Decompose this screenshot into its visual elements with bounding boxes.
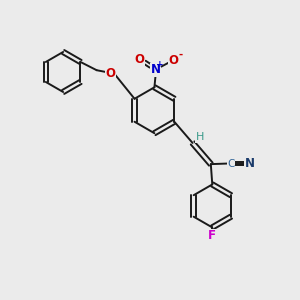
Text: F: F <box>208 229 216 242</box>
Text: O: O <box>135 53 145 66</box>
Text: O: O <box>169 54 178 67</box>
Text: C: C <box>227 158 235 169</box>
Text: -: - <box>179 50 183 60</box>
Text: O: O <box>106 67 116 80</box>
Text: N: N <box>151 63 161 76</box>
Text: N: N <box>245 157 255 170</box>
Text: +: + <box>157 60 164 69</box>
Text: H: H <box>195 132 204 142</box>
